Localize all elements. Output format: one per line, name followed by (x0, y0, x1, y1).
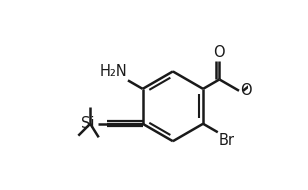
Text: O: O (214, 45, 225, 60)
Text: H₂N: H₂N (99, 64, 127, 79)
Text: Si: Si (81, 116, 95, 131)
Text: O: O (240, 83, 252, 98)
Text: Br: Br (219, 133, 235, 148)
